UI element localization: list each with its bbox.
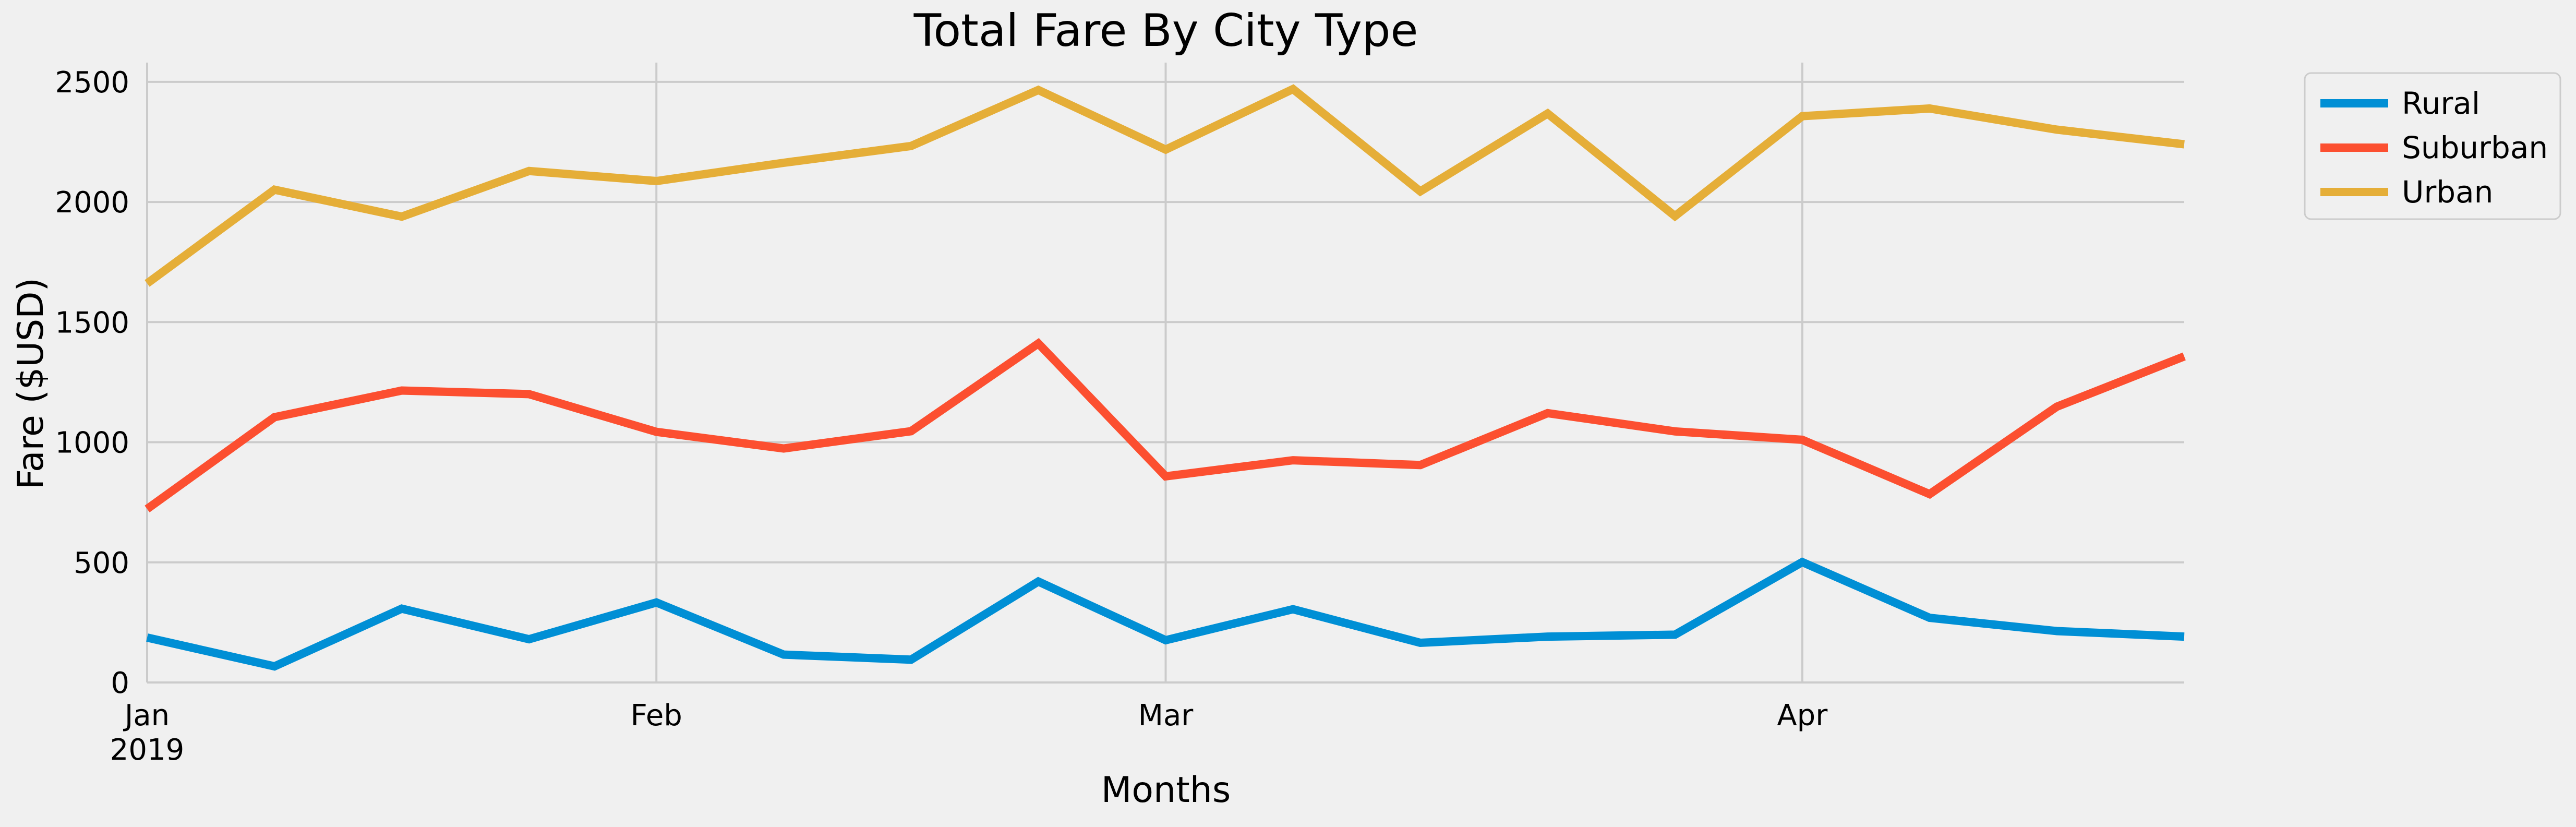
x-tick-sublabel: 2019 xyxy=(110,733,185,767)
series-line-suburban xyxy=(145,338,2186,512)
y-tick-label: 1000 xyxy=(55,426,129,460)
chart-title: Total Fare By City Type xyxy=(913,5,1418,57)
x-axis-title: Months xyxy=(1101,770,1231,811)
x-tick-label: Jan xyxy=(123,699,170,733)
y-axis-title: Fare ($USD) xyxy=(10,278,52,489)
y-tick-label: 2500 xyxy=(55,66,129,100)
y-tick-label: 1500 xyxy=(55,306,129,340)
x-tick-label: Feb xyxy=(631,699,682,733)
legend-label-suburban: Suburban xyxy=(2402,130,2548,165)
series-line-rural xyxy=(146,557,2185,671)
x-tick-label: Mar xyxy=(1138,699,1194,733)
legend: Rural Suburban Urban xyxy=(2304,72,2561,220)
legend-label-rural: Rural xyxy=(2402,86,2480,121)
legend-label-urban: Urban xyxy=(2402,174,2493,210)
grid xyxy=(146,63,2184,684)
x-tick-label: Apr xyxy=(1777,699,1828,733)
legend-frame xyxy=(2304,72,2561,220)
y-tick-label: 2000 xyxy=(55,186,129,220)
series-lines xyxy=(145,84,2186,671)
series-line-urban xyxy=(145,84,2185,287)
y-tick-label: 0 xyxy=(111,666,129,700)
y-tick-label: 500 xyxy=(74,546,129,580)
